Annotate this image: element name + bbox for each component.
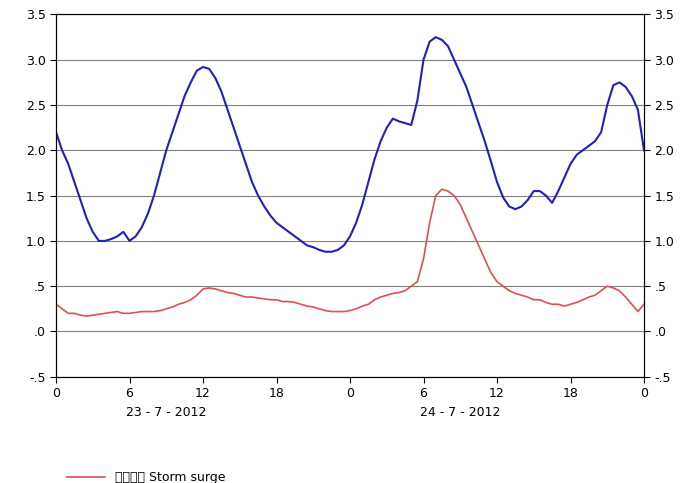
Legend: 風暴潮　 Storm surge, 實測潮位 Observed level: 風暴潮 Storm surge, 實測潮位 Observed level bbox=[62, 466, 248, 483]
Text: 23 - 7 - 2012: 23 - 7 - 2012 bbox=[126, 406, 206, 419]
Text: 24 - 7 - 2012: 24 - 7 - 2012 bbox=[420, 406, 500, 419]
